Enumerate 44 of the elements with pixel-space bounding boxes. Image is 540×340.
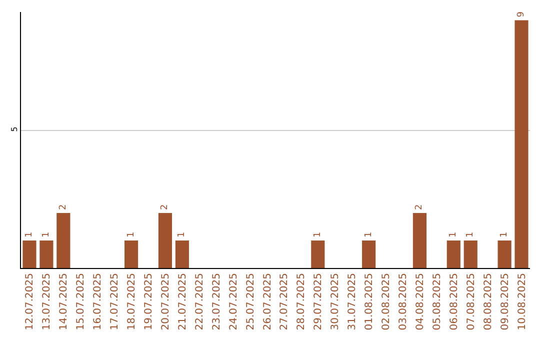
data-label: 9 — [516, 11, 527, 18]
x-tick-label: 27.07.2025 — [279, 273, 290, 330]
x-tick-label: 23.07.2025 — [211, 273, 222, 330]
x-tick-label: 04.08.2025 — [414, 273, 426, 330]
data-label: 2 — [160, 204, 170, 210]
x-tick-label: 24.07.2025 — [228, 273, 240, 330]
x-tick-label: 02.08.2025 — [381, 273, 392, 330]
x-tick-label: 22.07.2025 — [194, 273, 206, 330]
data-label: 1 — [448, 232, 459, 238]
x-tick-label: 07.08.2025 — [466, 273, 477, 330]
x-tick-label: 19.07.2025 — [144, 273, 154, 330]
x-tick-label: 31.07.2025 — [347, 273, 358, 330]
x-tick-label: 30.07.2025 — [330, 273, 342, 330]
x-tick-label: 12.07.2025 — [24, 273, 36, 330]
x-tick-label: 13.07.2025 — [42, 273, 53, 330]
data-label: 1 — [312, 232, 323, 238]
x-tick-label: 06.08.2025 — [448, 273, 460, 330]
x-tick-label: 18.07.2025 — [126, 273, 138, 330]
x-tick-label: 26.07.2025 — [262, 273, 274, 330]
x-tick-label: 10.08.2025 — [516, 273, 528, 330]
data-label: 1 — [126, 232, 136, 238]
x-tick-label: 05.08.2025 — [432, 273, 443, 330]
y-tick-label: 5 — [10, 126, 19, 132]
x-tick-label: 14.07.2025 — [58, 273, 70, 330]
x-tick-label: 29.07.2025 — [313, 273, 324, 330]
data-label: 1 — [466, 232, 476, 238]
x-tick-label: 08.08.2025 — [482, 273, 494, 330]
x-tick-label: 20.07.2025 — [160, 273, 172, 330]
data-label: 1 — [24, 232, 34, 238]
x-tick-label: 15.07.2025 — [76, 273, 87, 330]
data-label: 1 — [41, 232, 52, 238]
x-tick-label: 17.07.2025 — [110, 273, 121, 330]
x-tick-label: 16.07.2025 — [92, 273, 104, 330]
x-tick-label: 03.08.2025 — [398, 273, 409, 330]
x-tick-label: 09.08.2025 — [500, 273, 511, 330]
x-tick-label: 21.07.2025 — [177, 273, 188, 330]
x-tick-label: 01.08.2025 — [364, 273, 376, 330]
data-label: 1 — [364, 232, 374, 238]
x-tick-label: 25.07.2025 — [245, 273, 256, 330]
data-label: 1 — [177, 232, 188, 238]
data-label: 2 — [58, 204, 68, 210]
x-tick-label: 28.07.2025 — [296, 273, 308, 330]
data-label: 2 — [414, 204, 425, 210]
data-label: 1 — [500, 232, 510, 238]
